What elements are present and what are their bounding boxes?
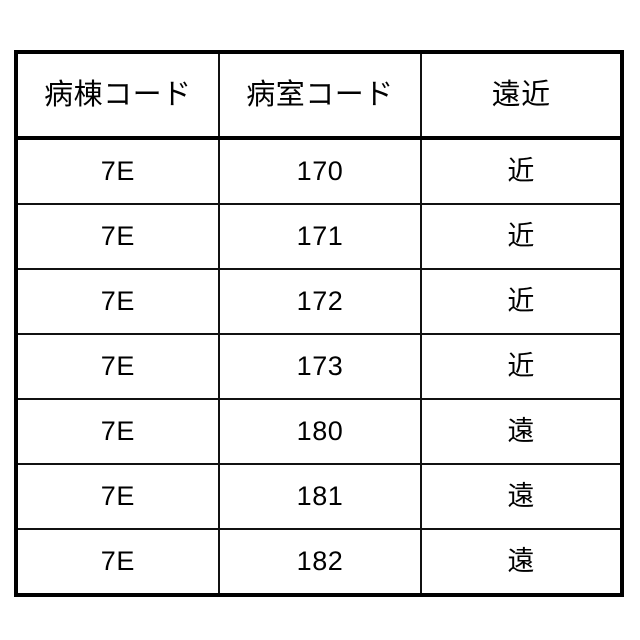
column-header-distance: 遠近	[421, 52, 622, 140]
cell-distance-value: 近	[507, 221, 535, 251]
cell-room-code: 171	[218, 204, 423, 270]
cell-room-code: 172	[218, 269, 423, 335]
cell-room-code: 170	[218, 138, 423, 205]
table-container: 病棟コード 病室コード 遠近 7E 170 近 7E	[14, 50, 624, 597]
table-row: 7E 173 近	[16, 334, 622, 400]
column-header-room-code: 病室コード	[218, 52, 423, 140]
cell-distance: 遠	[421, 464, 622, 530]
cell-ward-code: 7E	[16, 399, 220, 465]
cell-room-code-value: 172	[296, 286, 344, 316]
table-row: 7E 172 近	[16, 269, 622, 335]
cell-distance: 近	[421, 334, 622, 400]
cell-room-code: 182	[218, 529, 423, 595]
table-header: 病棟コード 病室コード 遠近	[16, 52, 622, 140]
cell-room-code-value: 171	[296, 221, 344, 251]
cell-distance: 近	[421, 269, 622, 335]
cell-ward-code-value: 7E	[100, 156, 135, 186]
cell-ward-code-value: 7E	[100, 416, 135, 446]
cell-ward-code-value: 7E	[100, 481, 135, 511]
cell-room-code: 181	[218, 464, 423, 530]
cell-ward-code-value: 7E	[100, 351, 135, 381]
cell-distance: 近	[421, 204, 622, 270]
table-body: 7E 170 近 7E 171 近 7E 172 近 7E 173 近	[16, 138, 622, 595]
table-row: 7E 170 近	[16, 138, 622, 205]
table-row: 7E 181 遠	[16, 464, 622, 530]
cell-room-code-value: 173	[296, 351, 344, 381]
column-header-ward-code-label: 病棟コード	[44, 78, 192, 111]
cell-distance: 遠	[421, 529, 622, 595]
cell-distance: 遠	[421, 399, 622, 465]
cell-room-code: 180	[218, 399, 423, 465]
cell-room-code-value: 180	[296, 416, 344, 446]
cell-room-code-value: 170	[296, 156, 344, 186]
cell-ward-code: 7E	[16, 204, 220, 270]
cell-ward-code: 7E	[16, 334, 220, 400]
ward-room-distance-table: 病棟コード 病室コード 遠近 7E 170 近 7E	[14, 50, 624, 597]
cell-ward-code: 7E	[16, 269, 220, 335]
cell-room-code-value: 182	[296, 546, 344, 576]
cell-ward-code-value: 7E	[100, 221, 135, 251]
table-header-row: 病棟コード 病室コード 遠近	[16, 52, 622, 140]
cell-ward-code: 7E	[16, 138, 220, 205]
cell-distance-value: 近	[507, 156, 535, 186]
cell-distance-value: 遠	[507, 546, 535, 576]
table-row: 7E 182 遠	[16, 529, 622, 595]
column-header-room-code-label: 病室コード	[246, 78, 394, 111]
table-row: 7E 180 遠	[16, 399, 622, 465]
table-row: 7E 171 近	[16, 204, 622, 270]
cell-distance: 近	[421, 138, 622, 205]
cell-room-code: 173	[218, 334, 423, 400]
cell-ward-code-value: 7E	[100, 286, 135, 316]
cell-ward-code-value: 7E	[100, 546, 135, 576]
cell-distance-value: 近	[507, 286, 535, 316]
cell-room-code-value: 181	[296, 481, 344, 511]
cell-distance-value: 近	[507, 351, 535, 381]
column-header-distance-label: 遠近	[491, 78, 551, 111]
cell-distance-value: 遠	[507, 481, 535, 511]
cell-distance-value: 遠	[507, 416, 535, 446]
column-header-ward-code: 病棟コード	[16, 52, 220, 140]
cell-ward-code: 7E	[16, 529, 220, 595]
cell-ward-code: 7E	[16, 464, 220, 530]
